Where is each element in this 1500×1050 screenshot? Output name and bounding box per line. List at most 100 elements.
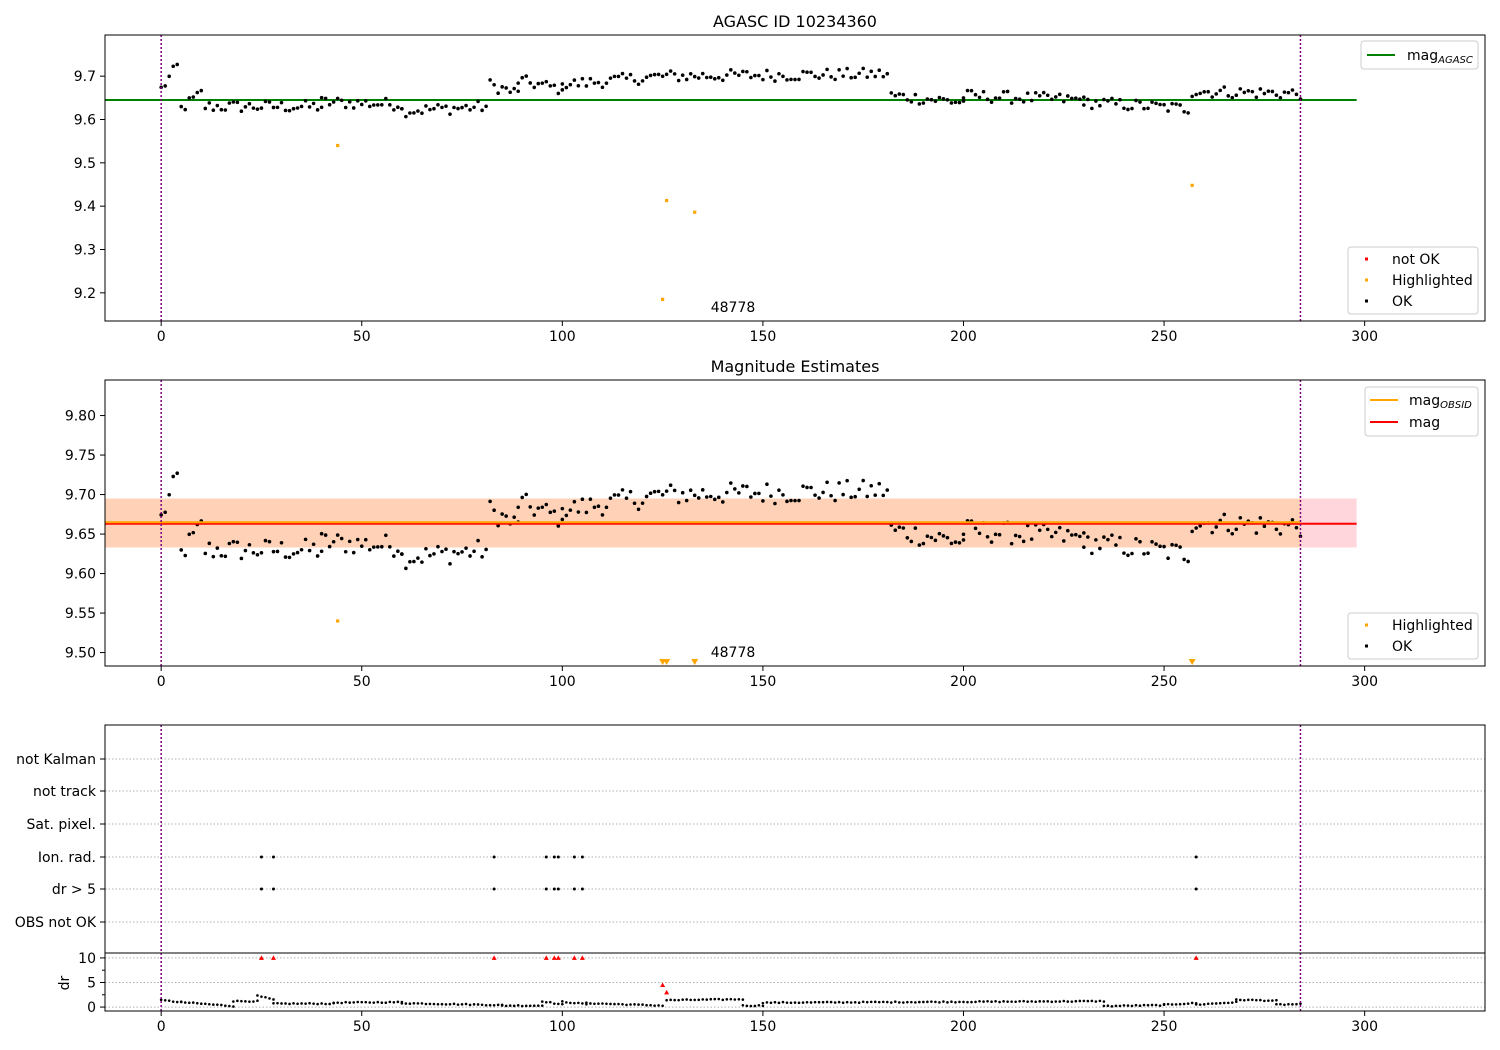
dr-point — [553, 1002, 556, 1005]
panel3-frame — [104, 724, 1486, 1012]
dr-point — [1174, 1003, 1178, 1006]
dr-point — [1283, 1003, 1286, 1007]
ok-point — [1222, 512, 1227, 517]
ok-point — [1146, 551, 1150, 555]
ok-point — [347, 100, 352, 104]
dr-point — [797, 1001, 801, 1005]
ok-point — [660, 74, 665, 79]
ok-point — [757, 73, 761, 78]
ok-point — [961, 532, 966, 537]
ok-point — [1013, 96, 1018, 101]
ok-point — [708, 75, 713, 80]
ok-point — [1086, 535, 1090, 539]
ok-point — [1130, 551, 1134, 556]
dr-point — [833, 1001, 837, 1004]
dr-point — [480, 1003, 484, 1007]
dr-point — [685, 998, 688, 1001]
dr-point — [284, 1002, 287, 1005]
ok-point — [484, 104, 488, 109]
y-tick-label: 9.5 — [74, 156, 96, 172]
ok-point — [508, 90, 512, 95]
ok-point — [564, 85, 569, 90]
dr-limit-marker — [660, 982, 666, 987]
dr-point — [893, 1000, 897, 1003]
x-tick-label: 150 — [750, 329, 777, 345]
ok-point — [452, 105, 456, 110]
ok-point — [765, 482, 769, 486]
ok-point — [773, 501, 777, 506]
ok-point — [833, 498, 837, 503]
dr-point — [1022, 999, 1025, 1003]
dr-point — [757, 1003, 761, 1007]
dr-point — [472, 1003, 476, 1006]
ok-point — [1037, 93, 1042, 98]
dr-point — [240, 999, 243, 1003]
dr-point — [1114, 1004, 1118, 1008]
ok-point — [648, 73, 653, 78]
ok-point — [1198, 524, 1202, 528]
flag-row-label: dr > 5 — [52, 882, 96, 898]
ok-point — [1258, 87, 1263, 91]
dr-point — [717, 997, 721, 1001]
dr-point — [986, 999, 989, 1003]
ok-point — [1170, 542, 1174, 547]
ok-point — [572, 499, 577, 504]
dr-point — [1194, 1003, 1198, 1006]
dr-point — [1251, 998, 1254, 1002]
ok-point — [604, 81, 609, 85]
ok-point — [223, 554, 228, 559]
dr-point — [316, 1002, 319, 1006]
ok-point — [380, 544, 384, 549]
ok-point — [1021, 100, 1026, 104]
dr-point — [256, 994, 259, 997]
dr-point — [1074, 999, 1078, 1003]
ok-point — [624, 496, 629, 501]
flag-row-label: Sat. pixel. — [27, 817, 96, 833]
ok-point — [632, 79, 637, 83]
dr-point — [946, 1001, 949, 1004]
dr-point — [914, 1001, 917, 1004]
x-tick-label: 300 — [1351, 674, 1378, 690]
dr-point — [898, 1001, 901, 1004]
dr-point — [1295, 1002, 1298, 1006]
ok-point — [893, 528, 898, 533]
ok-point — [929, 535, 934, 540]
dr-point — [1142, 1003, 1146, 1007]
dr-point — [340, 1001, 343, 1005]
ok-point — [476, 538, 480, 543]
ok-point — [829, 493, 833, 498]
dr-point — [1030, 1000, 1033, 1003]
dr-point — [332, 1001, 335, 1005]
ok-point — [1045, 93, 1050, 98]
ok-point — [1190, 529, 1194, 534]
flag-point — [580, 887, 584, 891]
y-tick-label: 9.3 — [74, 243, 96, 259]
x-tick-label: 250 — [1151, 1019, 1178, 1035]
dr-point — [444, 1003, 448, 1006]
ok-point — [1065, 528, 1070, 533]
ok-point — [251, 551, 256, 555]
ok-point — [263, 99, 268, 104]
ok-point — [1178, 545, 1182, 549]
ok-point — [993, 532, 998, 537]
highlighted-point — [336, 619, 340, 623]
dr-point — [484, 1003, 488, 1007]
ok-point — [925, 97, 930, 101]
dr-point — [1102, 1000, 1106, 1003]
ok-point — [1294, 525, 1299, 530]
ok-point — [692, 74, 697, 79]
dr-point — [212, 1003, 215, 1006]
dr-point — [512, 1004, 516, 1008]
ok-point — [544, 502, 549, 507]
ok-point — [729, 481, 733, 485]
x-tick-label: 200 — [950, 329, 977, 345]
ok-point — [183, 107, 188, 112]
ok-point — [203, 551, 208, 556]
ok-point — [1186, 111, 1190, 115]
ok-point — [733, 71, 737, 75]
ok-point — [1210, 95, 1215, 99]
dr-point — [508, 1004, 512, 1007]
ok-point — [929, 97, 934, 102]
ok-point — [548, 84, 553, 88]
ok-point — [375, 103, 380, 107]
